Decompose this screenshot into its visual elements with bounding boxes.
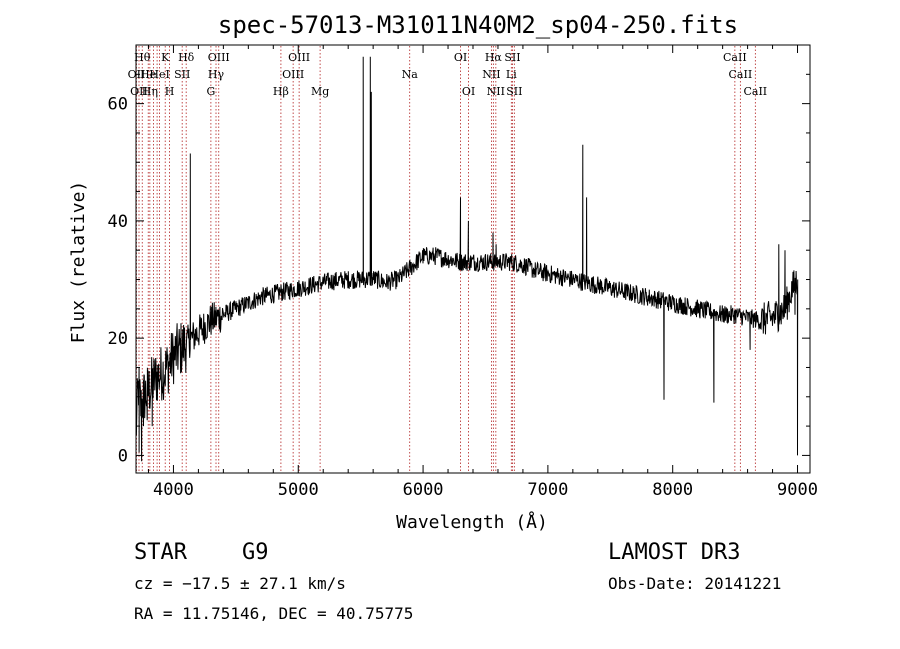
survey-release: LAMOST DR3 — [608, 540, 741, 565]
ra-dec-coordinates: RA = 11.75146, DEC = 40.75775 — [134, 604, 414, 623]
line-label: Mg — [311, 85, 329, 98]
line-label: K — [161, 51, 170, 64]
x-axis: 4000 5000 6000 7000 8000 9000 — [147, 45, 818, 500]
line-label: NII — [482, 68, 500, 81]
chart-title: spec-57013-M31011N40M2_sp04-250.fits — [218, 11, 738, 39]
line-label: Na — [402, 68, 419, 81]
line-label: SII — [174, 68, 190, 81]
line-label: He — [140, 68, 156, 81]
observation-date: Obs-Date: 20141221 — [608, 574, 782, 593]
y-tick-label: 60 — [108, 95, 128, 115]
line-label: HeI — [149, 68, 169, 81]
line-label: Hθ — [134, 51, 151, 64]
y-tick-label: 20 — [108, 329, 128, 349]
y-tick-label: 0 — [118, 446, 128, 466]
line-label: Hα — [485, 51, 503, 64]
x-tick-label: 5000 — [278, 480, 319, 500]
line-label: OI — [454, 51, 467, 64]
line-label: OII — [130, 85, 148, 98]
x-tick-label: 6000 — [403, 480, 444, 500]
x-tick-label: 7000 — [527, 480, 568, 500]
y-axis: 0 20 40 60 — [108, 73, 810, 466]
line-label: Hγ — [208, 68, 225, 81]
line-label: Hδ — [178, 51, 195, 64]
x-axis-label: Wavelength (Å) — [396, 511, 548, 533]
line-label: Hη — [142, 85, 158, 98]
x-tick-label: 8000 — [652, 480, 693, 500]
line-label: OIII — [208, 51, 230, 64]
line-label: CaII — [729, 68, 753, 81]
line-label: NII — [487, 85, 505, 98]
line-label: Li — [506, 68, 517, 81]
x-tick-label: 4000 — [153, 480, 194, 500]
line-label: H — [165, 85, 175, 98]
object-subclass: G9 — [242, 540, 269, 565]
line-label: OIII — [288, 51, 310, 64]
line-label: G — [206, 85, 215, 98]
line-label: SII — [506, 85, 522, 98]
y-axis-label: Flux (relative) — [68, 181, 89, 344]
line-label: OI — [462, 85, 475, 98]
line-label: SII — [504, 51, 520, 64]
redshift-cz: cz = −17.5 ± 27.1 km/s — [134, 574, 346, 593]
y-tick-label: 40 — [108, 212, 128, 232]
line-label: OIII — [282, 68, 304, 81]
line-label: Hβ — [273, 85, 289, 98]
x-tick-label: 9000 — [777, 480, 818, 500]
line-label: CaII — [723, 51, 747, 64]
spectrum-series-line — [135, 56, 799, 462]
object-class: STAR — [134, 540, 187, 565]
emission-line-labels: OIIOIIHθHeHηHeIKHSIIHδGHγOIIIHβOIIIOIIIM… — [128, 51, 768, 98]
line-label: CaII — [743, 85, 767, 98]
emission-line-markers — [136, 46, 756, 472]
